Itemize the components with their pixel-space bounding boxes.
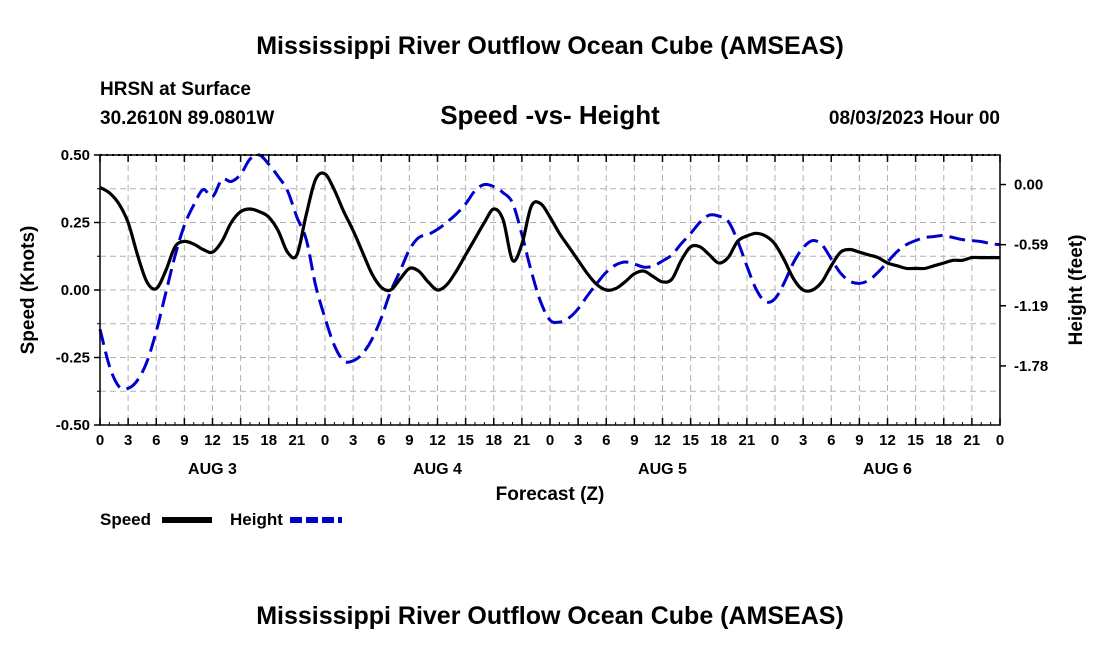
x-tick-label: 0: [996, 432, 1004, 449]
y2-tick-label: -1.78: [1014, 358, 1048, 375]
x-tick-label: 0: [546, 432, 554, 449]
y-tick-label: -0.25: [56, 350, 90, 367]
date-label: AUG 5: [638, 461, 687, 478]
station-coords: 30.2610N 89.0801W: [100, 108, 274, 129]
x-tick-label: 15: [457, 432, 474, 449]
x-tick-label: 21: [739, 432, 756, 449]
x-tick-label: 0: [771, 432, 779, 449]
x-tick-label: 0: [96, 432, 104, 449]
x-tick-label: 3: [124, 432, 132, 449]
station-name: HRSN at Surface: [100, 79, 251, 100]
y-tick-label: 0.50: [61, 147, 90, 164]
x-tick-label: 18: [260, 432, 277, 449]
x-tick-label: 9: [180, 432, 188, 449]
x-tick-label: 12: [204, 432, 221, 449]
series-line-speed: [99, 171, 1000, 293]
y-tick-label: -0.50: [56, 417, 90, 434]
x-tick-label: 6: [377, 432, 385, 449]
x-tick-label: 0: [321, 432, 329, 449]
x-tick-label: 18: [935, 432, 952, 449]
x-axis-label: Forecast (Z): [496, 484, 605, 505]
x-tick-label: 12: [654, 432, 671, 449]
x-tick-label: 6: [827, 432, 835, 449]
main-title: Mississippi River Outflow Ocean Cube (AM…: [256, 32, 844, 60]
x-tick-label: 3: [349, 432, 357, 449]
y2-tick-label: 0.00: [1014, 177, 1043, 194]
date-label: AUG 3: [188, 461, 237, 478]
x-tick-label: 3: [574, 432, 582, 449]
x-tick-label: 12: [429, 432, 446, 449]
legend-speed-label: Speed: [100, 510, 151, 529]
x-tick-label: 15: [907, 432, 924, 449]
y2-tick-label: -1.19: [1014, 298, 1048, 315]
x-tick-label: 18: [485, 432, 502, 449]
data-series: [98, 153, 1001, 391]
series-line-height: [98, 153, 1001, 391]
y2-axis-label: Height (feet): [1066, 235, 1087, 346]
x-tick-label: 15: [232, 432, 249, 449]
x-tick-label: 9: [405, 432, 413, 449]
axis-ticks: 0 3 6 9 12 15 18 21 0 3 6 9 12 15 18 21 0 3 6 9 12 15 18 21 0 3 6 9…: [56, 147, 1048, 478]
grid: [100, 155, 1000, 425]
y-axis-label: Speed (Knots): [18, 226, 39, 355]
legend-height-label: Height: [230, 510, 283, 529]
x-tick-label: 9: [630, 432, 638, 449]
y2-tick-label: -0.59: [1014, 237, 1048, 254]
date-label: AUG 4: [413, 461, 462, 478]
x-tick-label: 21: [514, 432, 531, 449]
footer-title: Mississippi River Outflow Ocean Cube (AM…: [256, 602, 844, 630]
forecast-datetime: 08/03/2023 Hour 00: [829, 108, 1000, 129]
y-tick-label: 0.25: [61, 215, 90, 232]
x-tick-label: 21: [289, 432, 306, 449]
chart-title: Speed -vs- Height: [440, 100, 660, 130]
x-tick-label: 18: [710, 432, 727, 449]
x-tick-label: 3: [799, 432, 807, 449]
date-label: AUG 6: [863, 461, 912, 478]
x-tick-label: 6: [602, 432, 610, 449]
x-tick-label: 12: [879, 432, 896, 449]
x-tick-label: 6: [152, 432, 160, 449]
x-tick-label: 15: [682, 432, 699, 449]
y-tick-label: 0.00: [61, 282, 90, 299]
x-tick-label: 9: [855, 432, 863, 449]
x-tick-label: 21: [964, 432, 981, 449]
legend: Speed Height: [100, 510, 342, 529]
